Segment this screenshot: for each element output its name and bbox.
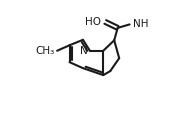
Text: NH: NH [133,19,148,29]
Text: HO: HO [85,17,101,27]
Text: CH₃: CH₃ [35,46,55,56]
Text: N: N [80,46,87,56]
